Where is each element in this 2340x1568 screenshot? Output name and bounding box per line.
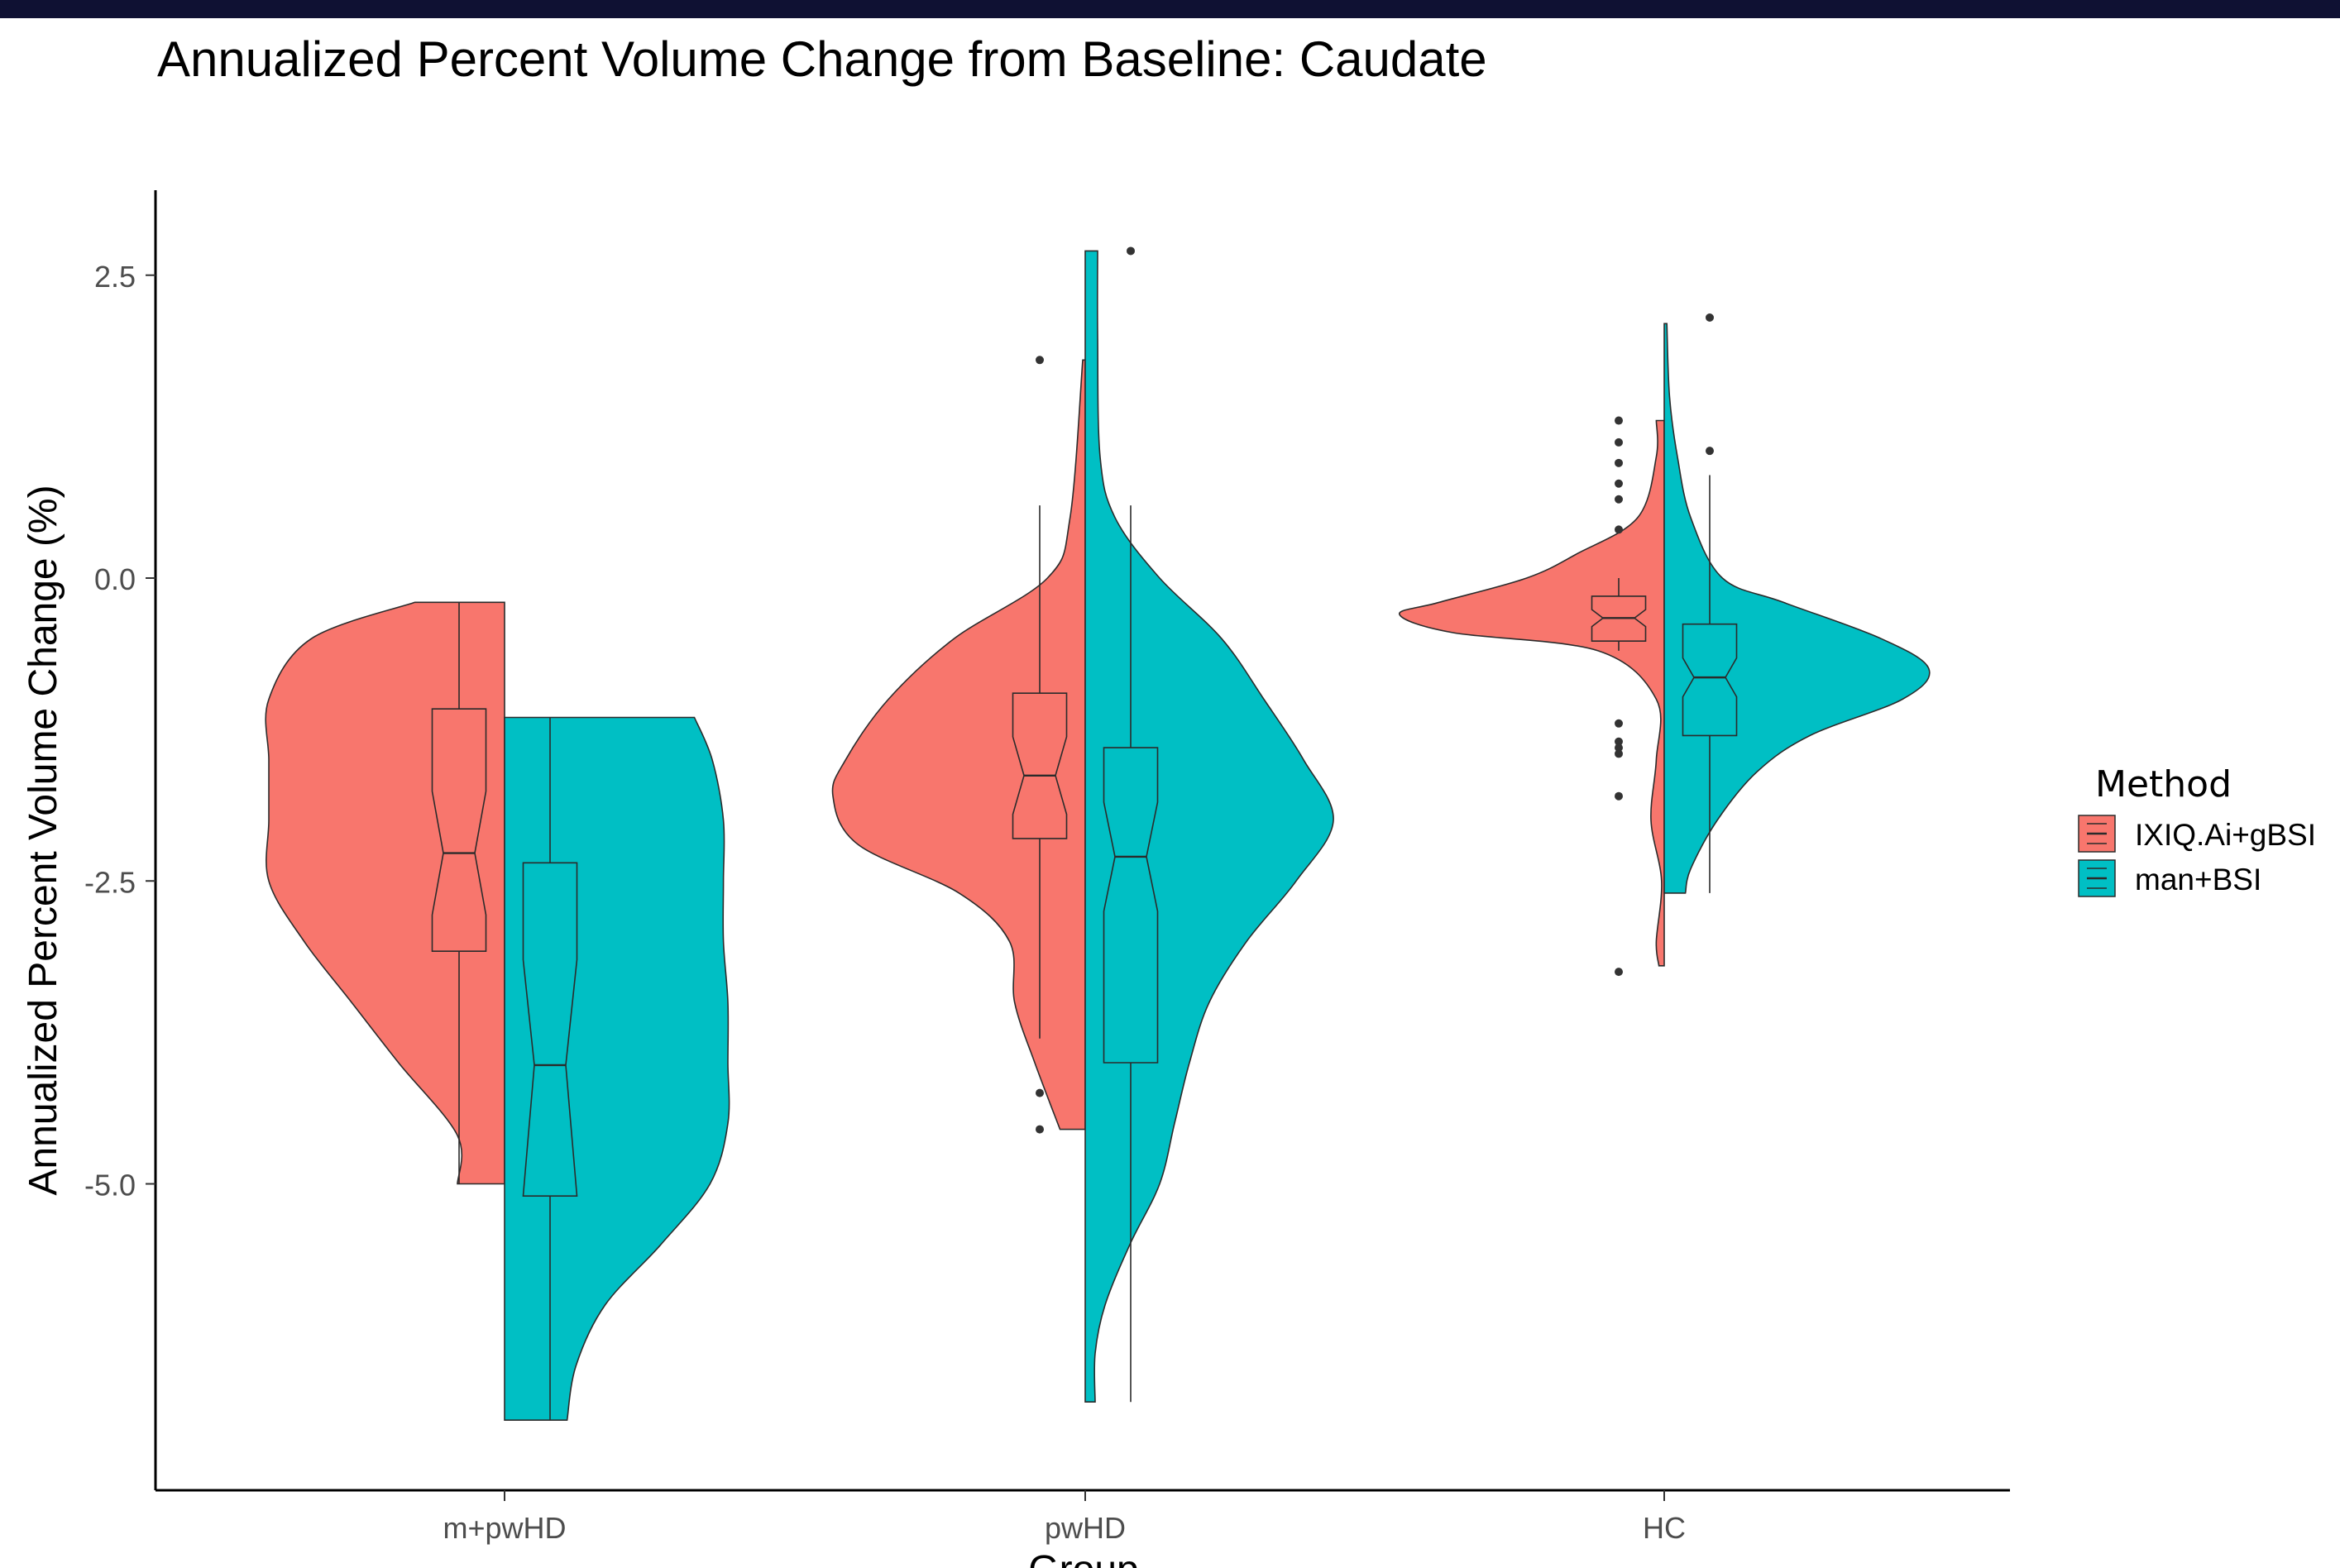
y-tick-label: -5.0 [84, 1169, 136, 1202]
y-axis-ticks: 2.5 0.0 -2.5 -5.0 [84, 260, 156, 1202]
y-tick-label: -2.5 [84, 865, 136, 899]
outlier-point [1615, 749, 1623, 758]
chart-title: Annualized Percent Volume Change from Ba… [157, 31, 1487, 87]
outlier-point [1615, 719, 1623, 728]
x-tick-label: HC [1643, 1511, 1686, 1545]
boxplot-left-HC [1591, 595, 1647, 642]
x-axis-label: Group [1028, 1548, 1138, 1568]
outlier-point [1706, 313, 1714, 323]
boxplot-right-m+pwHD [522, 862, 578, 1197]
y-axis-label: Annualized Percent Volume Change (%) [22, 485, 65, 1195]
outlier-point [1615, 525, 1623, 534]
outlier-point [1615, 743, 1623, 753]
plot-area [265, 246, 1931, 1421]
violin-chart: Annualized Percent Volume Change from Ba… [22, 31, 2316, 1568]
outlier-point [1036, 1125, 1044, 1134]
violin-left-pwHD [831, 359, 1086, 1131]
y-tick-label: 0.0 [94, 562, 136, 596]
outlier-point [1036, 1088, 1044, 1097]
outlier-point [1615, 495, 1623, 504]
boxplot-right-pwHD [1103, 747, 1159, 1064]
outlier-point [1615, 458, 1623, 467]
boxplot-left-pwHD [1012, 692, 1068, 839]
legend-label-1: man+BSI [2135, 863, 2261, 896]
outlier-point [1615, 791, 1623, 801]
violin-right-HC [1663, 323, 1931, 894]
boxplot-left-m+pwHD [431, 708, 487, 953]
violin-right-m+pwHD [504, 716, 730, 1421]
outlier-point [1615, 737, 1623, 746]
outlier-point [1706, 447, 1714, 456]
violin-right-pwHD [1084, 250, 1334, 1403]
x-tick-label: m+pwHD [443, 1511, 566, 1545]
legend-title: Method [2095, 763, 2232, 806]
outlier-point [1615, 479, 1623, 488]
outlier-point [1615, 416, 1623, 425]
legend: Method IXIQ.Ai+gBSI man+BSI [2078, 763, 2316, 897]
x-axis-ticks: m+pwHD pwHD HC [443, 1490, 1686, 1545]
outlier-point [1615, 437, 1623, 447]
chart-frame: Annualized Percent Volume Change from Ba… [0, 18, 2340, 1568]
y-tick-label: 2.5 [94, 260, 136, 294]
violin-left-m+pwHD [265, 601, 505, 1185]
outlier-point [1615, 968, 1623, 977]
violin-left-HC [1399, 419, 1665, 967]
x-tick-label: pwHD [1045, 1511, 1126, 1545]
boxplot-right-HC [1682, 623, 1738, 737]
legend-label-0: IXIQ.Ai+gBSI [2135, 818, 2316, 852]
outlier-point [1127, 246, 1135, 256]
outlier-point [1036, 356, 1044, 365]
